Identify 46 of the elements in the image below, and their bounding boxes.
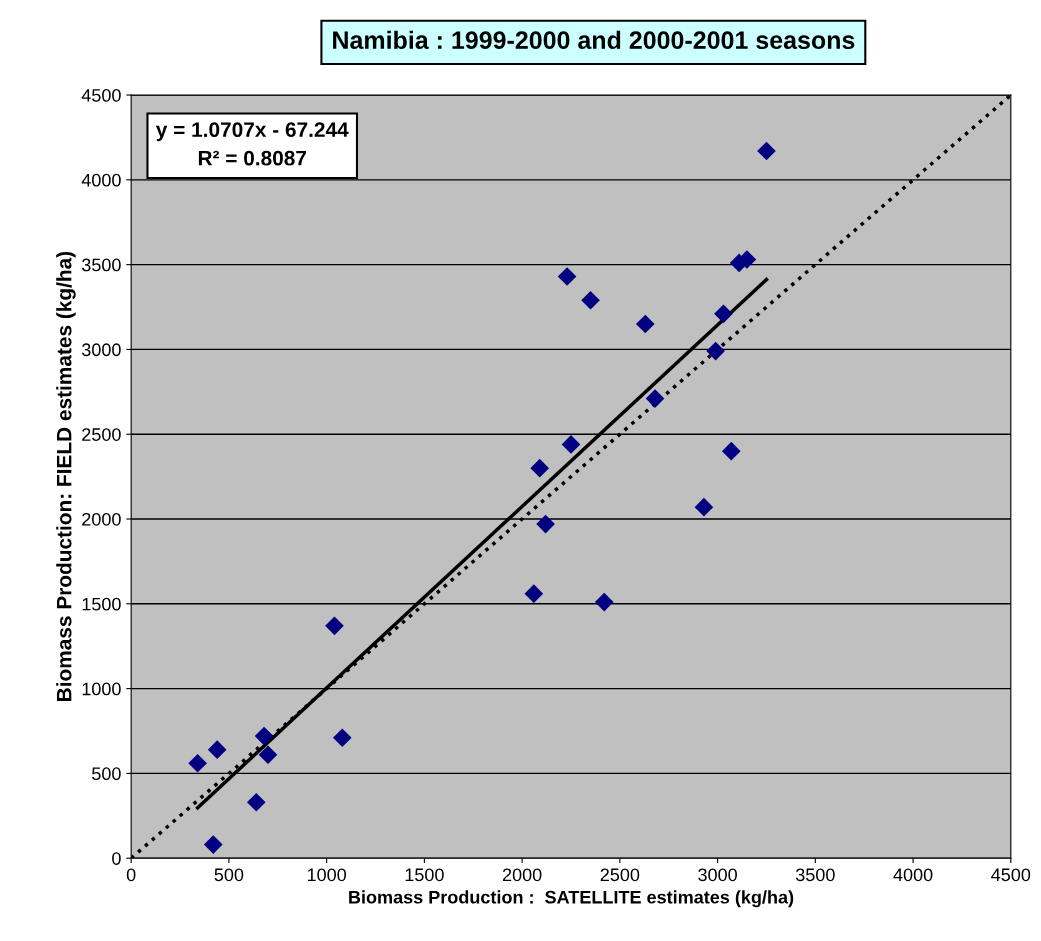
x-tick-label: 4500 [991, 868, 1031, 882]
y-tick-label: 500 [92, 767, 121, 781]
point [203, 835, 223, 854]
x-tick-label: 0 [126, 868, 136, 882]
point [207, 740, 227, 759]
y-tick-label: 2000 [82, 512, 121, 526]
y-tick-label: 1000 [82, 682, 121, 696]
x-tick-label: 2000 [502, 868, 542, 882]
x-tick-label: 4000 [893, 868, 933, 882]
point [325, 616, 344, 636]
x-axis-title: Biomass Production : SATELLITE estimates (kg/ha) [349, 890, 794, 908]
point [524, 584, 544, 603]
x-tick-label: 3000 [698, 868, 737, 882]
point [536, 514, 555, 534]
x-tick-label: 3500 [795, 868, 835, 882]
point [635, 314, 655, 334]
point [645, 389, 665, 408]
y-tick-label: 1500 [82, 597, 121, 611]
point [557, 267, 577, 286]
point [246, 792, 266, 812]
chart-title: Namibia : 1999-2000 and 2000-2001 seasons [333, 30, 855, 50]
point [594, 592, 614, 612]
point [694, 497, 714, 517]
y-tick-label: 3500 [81, 258, 121, 272]
y-tick-label: 4000 [81, 173, 121, 187]
y-tick-label: 3000 [81, 343, 121, 357]
annotation: y = 1.0707x - 67.244 R² = 0.8087 [155, 122, 349, 166]
point [706, 341, 725, 361]
point [721, 441, 741, 461]
point [581, 290, 600, 310]
x-tick-label: 1500 [405, 868, 444, 882]
point [258, 745, 278, 765]
y-tick-label: 0 [112, 852, 121, 865]
y-tick-label: 4500 [81, 88, 121, 102]
point [757, 141, 776, 161]
point [332, 728, 352, 748]
x-tick-label: 2500 [600, 868, 640, 882]
point [254, 726, 274, 746]
point [561, 435, 581, 454]
point [188, 753, 207, 773]
y-axis-title: Biomass Production: FIELD estimates (kg/ha) [56, 251, 76, 701]
x-tick-label: 1000 [307, 868, 347, 882]
point [530, 458, 550, 478]
y-tick-label: 2500 [82, 428, 121, 441]
point [714, 304, 733, 324]
x-tick-label: 500 [214, 868, 244, 882]
